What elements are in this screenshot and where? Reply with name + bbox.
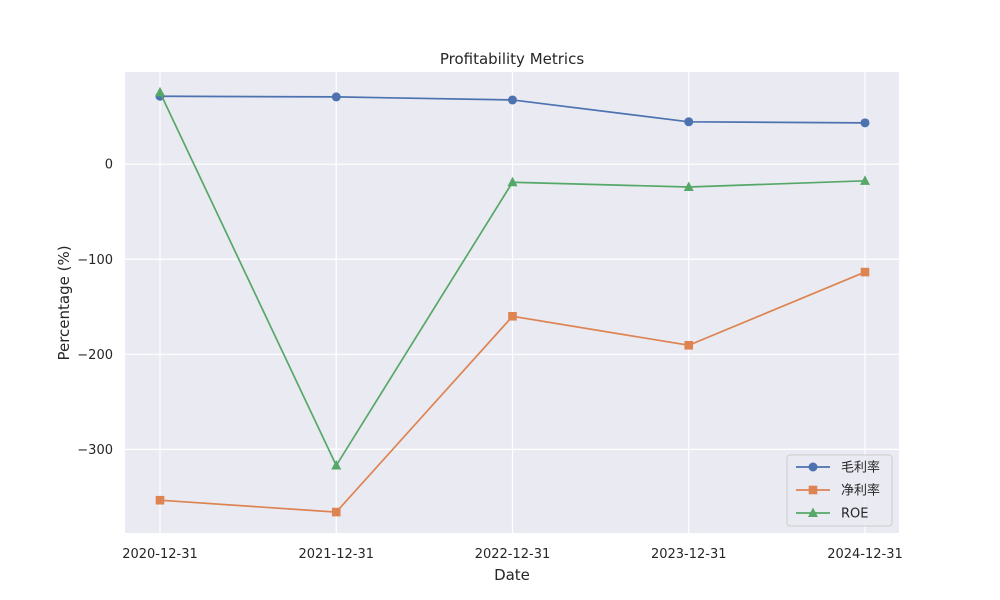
x-tick-label: 2024-12-31 <box>827 547 903 562</box>
chart-title: Profitability Metrics <box>440 50 585 68</box>
data-point <box>155 86 165 97</box>
data-point <box>683 181 694 192</box>
data-point <box>331 92 341 102</box>
data-point <box>508 311 517 321</box>
data-point <box>508 95 517 105</box>
data-point <box>331 507 341 517</box>
series-layer <box>155 86 870 517</box>
legend-marker <box>808 507 818 517</box>
data-point <box>860 118 870 128</box>
legend-entry: ROE <box>796 507 868 522</box>
legend-marker <box>808 462 818 472</box>
data-point <box>860 175 870 185</box>
data-point <box>684 340 694 350</box>
data-point <box>507 176 518 187</box>
legend-label: ROE <box>841 507 868 522</box>
y-tick-label: −200 <box>77 348 113 363</box>
legend-label: 毛利率 <box>841 460 880 476</box>
tick-layer: 0 −100 −200 −300 2020-12-31 2021-12-31 2022-12… <box>77 158 903 562</box>
legend-marker <box>808 485 818 495</box>
data-point <box>331 460 342 470</box>
x-tick-label: 2020-12-31 <box>122 547 198 562</box>
x-axis-label: Date <box>494 566 530 584</box>
x-tick-label: 2021-12-31 <box>298 547 374 562</box>
x-tick-label: 2023-12-31 <box>651 547 727 562</box>
y-tick-label: −100 <box>77 253 113 268</box>
series-2 <box>155 267 870 517</box>
data-point <box>684 117 694 127</box>
data-point <box>155 495 165 505</box>
legend-label: 净利率 <box>841 483 880 499</box>
legend-entry: 净利率 <box>796 483 880 499</box>
legend-entry: 毛利率 <box>796 460 880 476</box>
series-3 <box>155 86 870 470</box>
y-tick-label: −300 <box>77 443 113 458</box>
y-tick-label: 0 <box>105 158 113 173</box>
x-tick-label: 2022-12-31 <box>475 547 551 562</box>
grid-layer <box>125 72 899 533</box>
data-point <box>860 267 870 277</box>
y-axis-label: Percentage (%) <box>55 245 73 360</box>
